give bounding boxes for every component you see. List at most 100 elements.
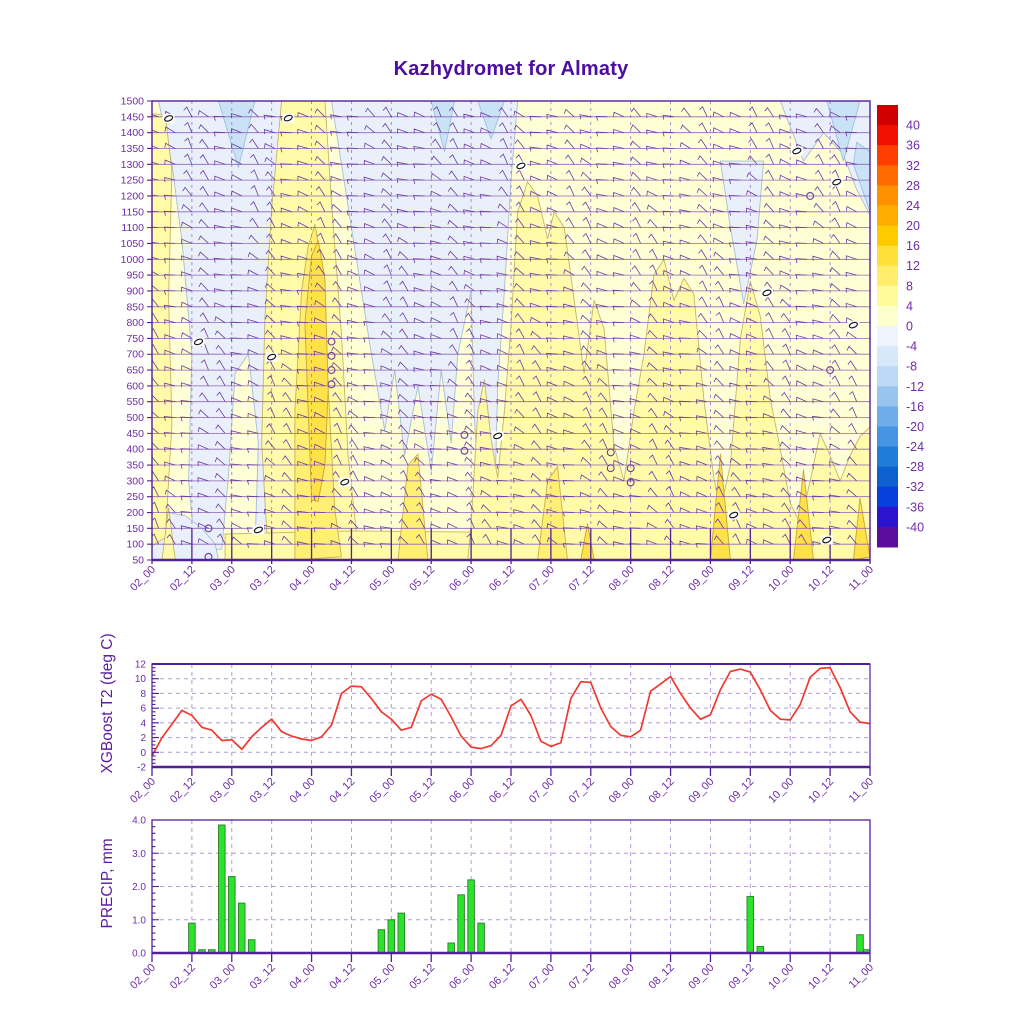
level-label: 550 xyxy=(126,396,144,408)
precip-bar xyxy=(397,912,406,954)
t2-y-tick-marks xyxy=(152,663,159,768)
temp-band-8-12 xyxy=(537,466,568,560)
colorbar-label: -16 xyxy=(906,400,924,414)
t2-line-panel: -2 0 2 4 6 8 10 12 02_00 02_12 03_00 03_12 04_00 04_1… xyxy=(99,633,876,805)
t2-y-label: -2 xyxy=(137,763,146,774)
x-tick-label: 04_00 xyxy=(288,962,318,992)
colorbar-band xyxy=(877,165,898,186)
colorbar-band xyxy=(877,326,898,347)
x-tick-label: 07_12 xyxy=(567,776,597,806)
level-label: 1350 xyxy=(121,143,145,155)
level-axis-labels: 1500 1450 1400 1350 1300 1250 1200 1150 1100 1050… xyxy=(121,96,145,567)
x-tick-marks xyxy=(151,560,871,564)
precip-axis-title: PRECIP, mm xyxy=(99,838,116,928)
page-title: Kazhydromet for Almaty xyxy=(393,58,629,80)
calm-circle xyxy=(826,366,835,375)
calm-circle xyxy=(204,552,213,560)
x-tick-label: 09_12 xyxy=(726,962,756,992)
level-label: 650 xyxy=(126,365,144,377)
level-label: 1000 xyxy=(121,254,145,266)
x-tick-labels: 02_00 02_12 03_00 03_12 04_00 04_12 05_00 05_12… xyxy=(128,962,876,992)
calm-circle xyxy=(327,366,336,375)
x-tick-label: 08_12 xyxy=(647,564,677,594)
zero-contour-labels xyxy=(162,113,860,545)
level-label: 1400 xyxy=(121,127,145,139)
zero-label-bg xyxy=(820,535,833,545)
x-tick-label: 02_12 xyxy=(168,564,198,594)
x-tick-label: 05_00 xyxy=(367,776,397,806)
t2-y-label: 2 xyxy=(140,733,146,744)
x-tick-label: 06_00 xyxy=(447,776,477,806)
vertical-gridlines xyxy=(191,820,831,953)
x-tick-label: 04_12 xyxy=(327,776,357,806)
zero-label-glyph xyxy=(267,353,277,361)
level-label: 900 xyxy=(126,285,144,297)
x-tick-label: 09_00 xyxy=(686,962,716,992)
x-tick-label: 08_00 xyxy=(607,564,637,594)
x-tick-label: 09_12 xyxy=(726,564,756,594)
colorbar-label: 12 xyxy=(906,259,920,273)
colorbar-label: -24 xyxy=(906,440,924,454)
x-tick-label: 06_12 xyxy=(487,564,517,594)
colorbar-band xyxy=(877,446,898,468)
colorbar-band xyxy=(877,205,898,227)
t2-y-label: 8 xyxy=(140,689,146,700)
colorbar-band xyxy=(877,386,898,407)
x-tick-label: 04_00 xyxy=(288,564,318,594)
precip-bar xyxy=(387,919,396,954)
x-tick-label: 10_00 xyxy=(766,776,796,806)
level-label: 1500 xyxy=(121,96,145,108)
x-tick-label: 03_12 xyxy=(248,962,278,992)
zero-label-bg xyxy=(162,113,175,123)
zero-label-glyph xyxy=(792,147,802,155)
precip-y-tick-marks xyxy=(152,819,159,954)
level-label: 250 xyxy=(126,491,144,503)
level-label: 1100 xyxy=(121,222,144,234)
level-label: 1450 xyxy=(121,111,145,123)
zero-label-bg xyxy=(847,320,860,330)
level-label: 1200 xyxy=(121,190,145,202)
colorbar-band xyxy=(877,105,898,126)
colorbar-label: 32 xyxy=(906,159,920,173)
precip-y-labels: 0.0 1.0 2.0 3.0 4.0 xyxy=(132,816,146,960)
zero-label-glyph xyxy=(848,321,858,329)
x-tick-label: 05_12 xyxy=(407,564,437,594)
x-tick-label: 04_12 xyxy=(327,564,357,594)
x-tick-label: 07_00 xyxy=(527,564,557,594)
x-tick-label: 10_00 xyxy=(766,564,796,594)
zero-label-glyph xyxy=(253,526,263,534)
zero-label-bg xyxy=(514,161,527,171)
precip-bar xyxy=(856,934,864,954)
level-label: 400 xyxy=(126,444,144,456)
x-tick-label: 03_12 xyxy=(248,564,278,594)
temp-band--8--4 xyxy=(218,101,256,168)
x-tick-label: 07_12 xyxy=(567,962,597,992)
level-label: 600 xyxy=(126,380,144,392)
x-tick-marks xyxy=(151,953,871,962)
x-tick-label: 03_00 xyxy=(208,962,238,992)
level-label: 300 xyxy=(126,475,144,487)
x-tick-label: 06_00 xyxy=(447,962,477,992)
colorbar-band xyxy=(877,486,898,508)
x-tick-label: 11_00 xyxy=(847,564,877,594)
colorbar-band xyxy=(877,125,898,146)
wind-barbs xyxy=(152,106,858,549)
x-tick-label: 06_12 xyxy=(487,776,517,806)
zero-label-glyph xyxy=(193,338,204,346)
x-tick-label: 03_00 xyxy=(208,776,238,806)
colorbar-band xyxy=(877,145,898,166)
t2-y-label: 4 xyxy=(140,718,146,729)
precip-y-label: 3.0 xyxy=(132,849,146,860)
precip-bar xyxy=(457,894,465,954)
zero-label-bg xyxy=(252,525,265,535)
bottom-tick-stubs xyxy=(191,528,831,560)
x-tick-label: 07_12 xyxy=(567,564,597,594)
level-label: 750 xyxy=(126,333,144,345)
colorbar-label: 20 xyxy=(906,219,920,233)
colorbar-label: -36 xyxy=(906,500,924,514)
precip-bar-panel: 0.0 1.0 2.0 3.0 4.0 02_00 02_12 03_00 03_12 04_00… xyxy=(99,816,876,992)
cross-section-panel: 1500 1450 1400 1350 1300 1250 1200 1150 1100 1050… xyxy=(121,96,876,594)
colorbar-band xyxy=(877,506,898,528)
precip-bar xyxy=(746,896,755,954)
